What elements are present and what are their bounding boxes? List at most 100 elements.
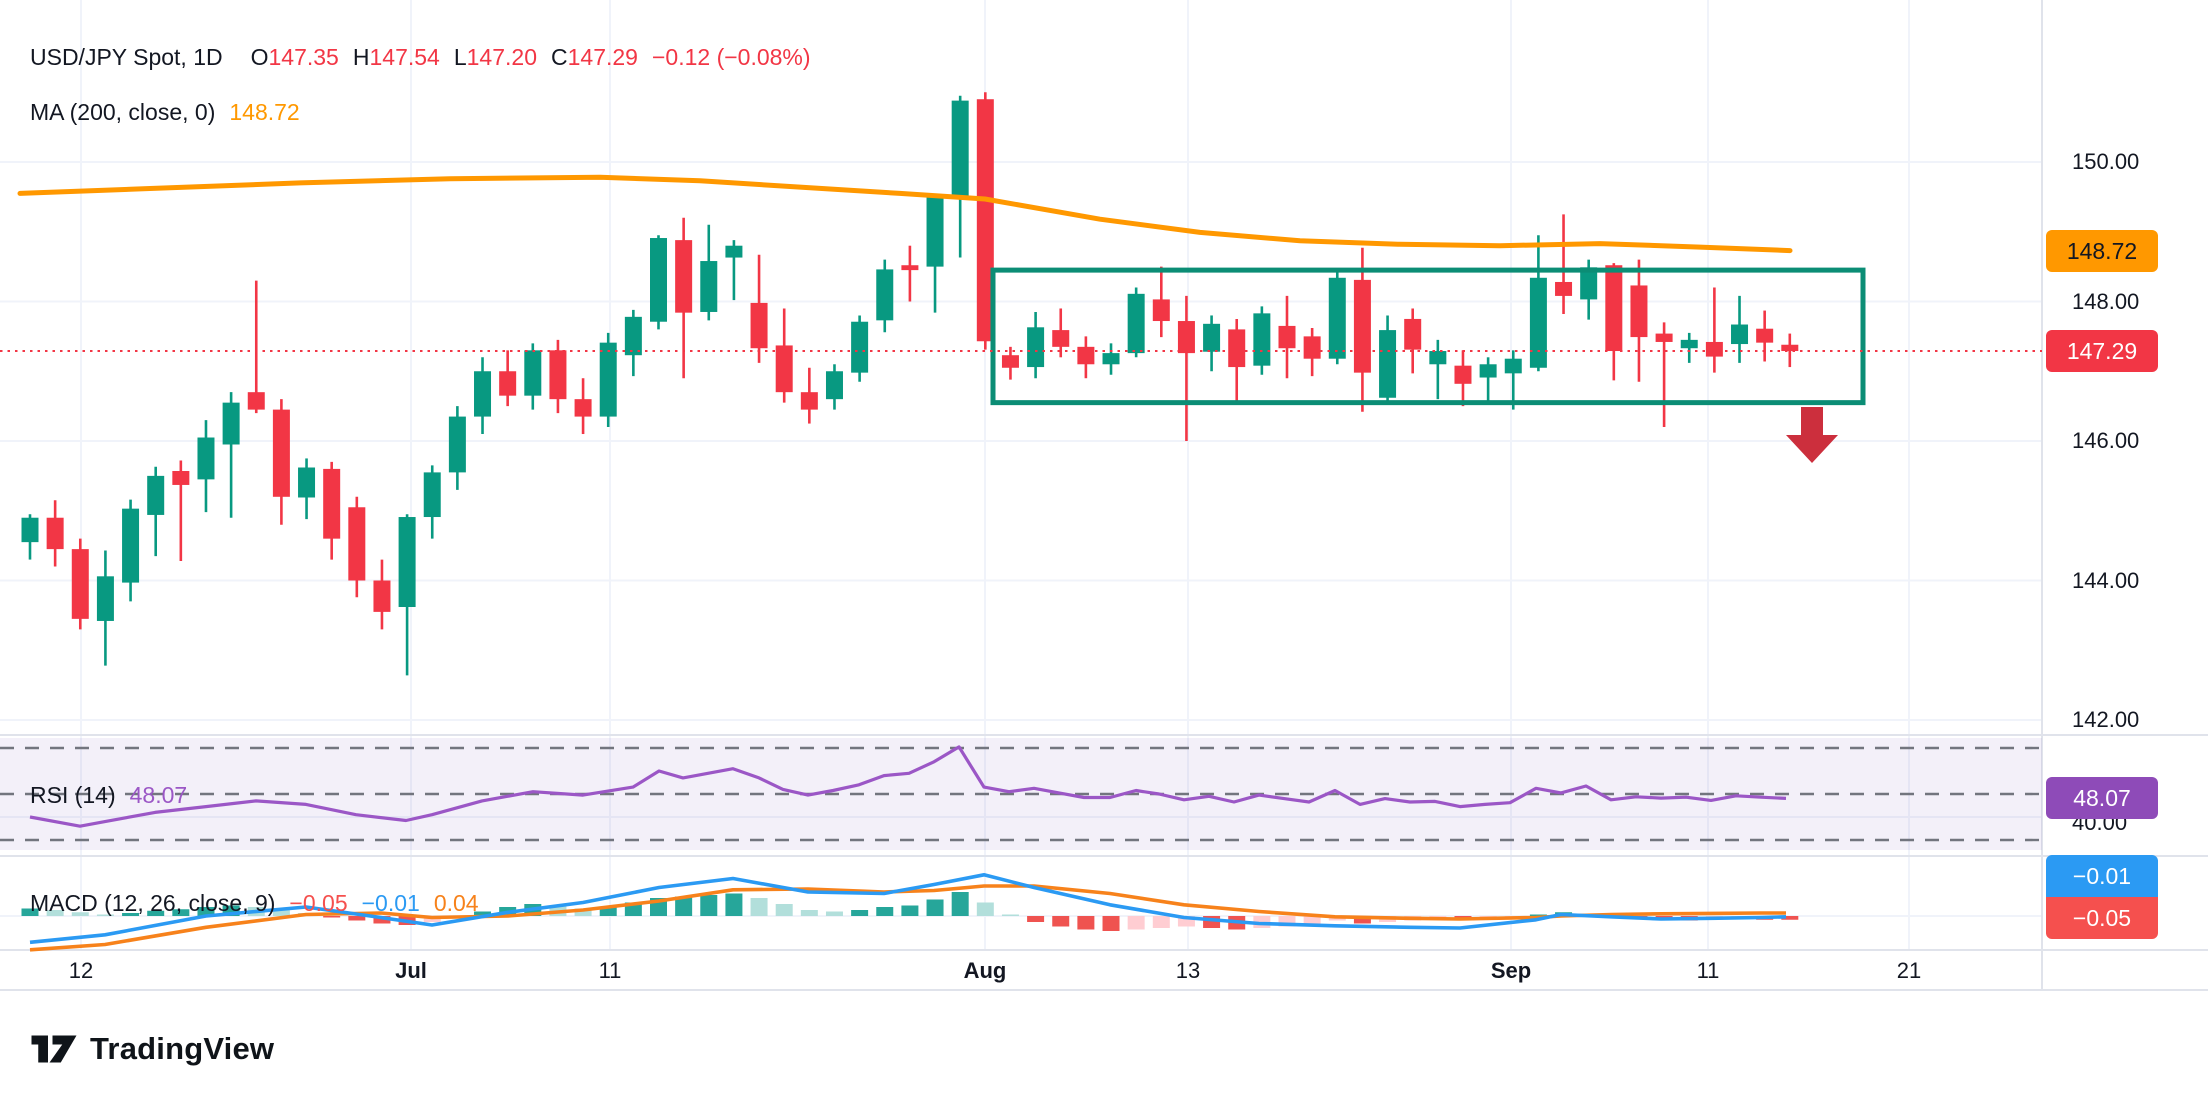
candle-body [1630,285,1648,338]
macd-histogram-bar [1127,916,1145,930]
time-axis-label: 12 [68,958,94,983]
ohlc-close-label: C [551,44,568,70]
rsi-pane[interactable] [0,735,2042,856]
ohlc-close-value: 147.29 [567,44,638,70]
price-axis-label: 150.00 [2072,149,2140,174]
ma-study-value: 148.72 [229,99,300,125]
candle-body [1177,321,1195,354]
candle-body [423,472,441,518]
tradingview-logo[interactable]: TradingView [30,1028,274,1070]
candle-body [1328,277,1346,359]
macd-histogram-bar [373,916,391,924]
rsi-legend[interactable]: RSI (14) 48.07 [30,782,187,809]
macd-histogram-bar [926,899,944,916]
macd-histogram-bar [750,898,768,916]
macd-histogram-bar [197,907,215,916]
candle-body [1203,323,1221,352]
candle-body [1253,313,1271,366]
ohlc-low-value: 147.20 [466,44,537,70]
candle-body [1228,329,1246,368]
candle-body [825,371,843,400]
macd-histogram-bar [725,893,743,916]
macd-histogram-bar [851,910,869,916]
macd-histogram-bar [348,916,366,921]
candle-body [1454,365,1472,384]
candle-body [1555,281,1573,296]
price-axis-label: 146.00 [2072,428,2140,453]
candle-body [1429,351,1447,365]
candle-body [1655,333,1673,342]
macd-histogram-bar [323,916,341,918]
candle-body [323,468,341,539]
candle-body [247,392,265,410]
candle-body [524,350,542,396]
macd-histogram-bar [222,905,240,916]
candle-body [96,576,114,621]
macd-histogram-bar [599,907,617,916]
candle-body [147,475,165,515]
macd-histogram-bar [700,895,718,916]
candle-body [624,316,642,356]
tradingview-logo-icon [31,1035,77,1063]
candle-body [851,321,869,373]
macd-histogram-bar [96,914,114,916]
candle-body [1278,325,1296,349]
candle-body [1781,344,1799,352]
range-box-drawing[interactable] [990,267,1866,406]
macd-histogram-bar [574,908,592,916]
candle-body [800,392,818,410]
macd-histogram-bar [46,910,64,916]
ma200-line [17,174,1793,254]
candle-body [1605,265,1623,352]
macd-line-value: −0.01 [361,890,420,916]
ma-study-legend[interactable]: MA (200, close, 0) 148.72 [30,99,300,126]
macd-histogram-bar [1353,916,1371,924]
macd-histogram-bar [675,896,693,916]
price-pane[interactable] [0,0,2042,735]
candle-body [650,238,667,322]
candle-body [1303,336,1321,359]
candle-body [725,245,743,258]
macd-histogram-bar [172,909,190,916]
candle-body [1027,327,1045,368]
macd-histogram-bar [71,912,89,916]
rsi-value: 48.07 [129,782,188,808]
candle-body [298,467,316,498]
candle-body [373,580,391,612]
candle-body [750,302,768,349]
macd-histogram-bar [825,911,843,916]
macd-histogram-bar [1177,916,1195,927]
symbol-title: USD/JPY Spot, 1D [30,44,223,70]
macd-histogram-bar [147,910,165,916]
candle-body [398,517,416,608]
candle-body [1152,299,1170,322]
price-axis-label: 144.00 [2072,567,2140,593]
macd-hist-badge: −0.05 [2046,897,2158,939]
macd-histogram-bar [1303,916,1321,925]
down-arrow-drawing[interactable] [1786,407,1838,463]
macd-histogram-bar [775,904,793,916]
time-axis-label: 13 [1175,958,1201,983]
candle-body [172,470,190,485]
candle-body [599,342,617,417]
macd-histogram-bar [800,910,818,916]
candle-body [21,517,39,543]
rsi-label: RSI (14) [30,782,116,808]
candle-body [901,265,919,271]
macd-histogram-bar [1052,916,1070,927]
candle-body [574,399,592,417]
candle-body [1756,328,1774,343]
candle-body [1353,279,1371,373]
candle-body [1001,355,1019,368]
macd-legend[interactable]: MACD (12, 26, close, 9) −0.05 −0.01 0.04 [30,890,479,917]
macd-histogram-bar [1152,916,1170,928]
candle-body [951,100,969,197]
symbol-legend[interactable]: USD/JPY Spot, 1D O 147.35 H 147.54 L 147… [30,44,811,71]
candle-body [71,549,89,619]
macd-histogram-bar [1529,914,1547,916]
candle-body [926,196,944,267]
candle-body [474,371,492,417]
candle-body [348,507,366,581]
candle-body [122,508,140,583]
